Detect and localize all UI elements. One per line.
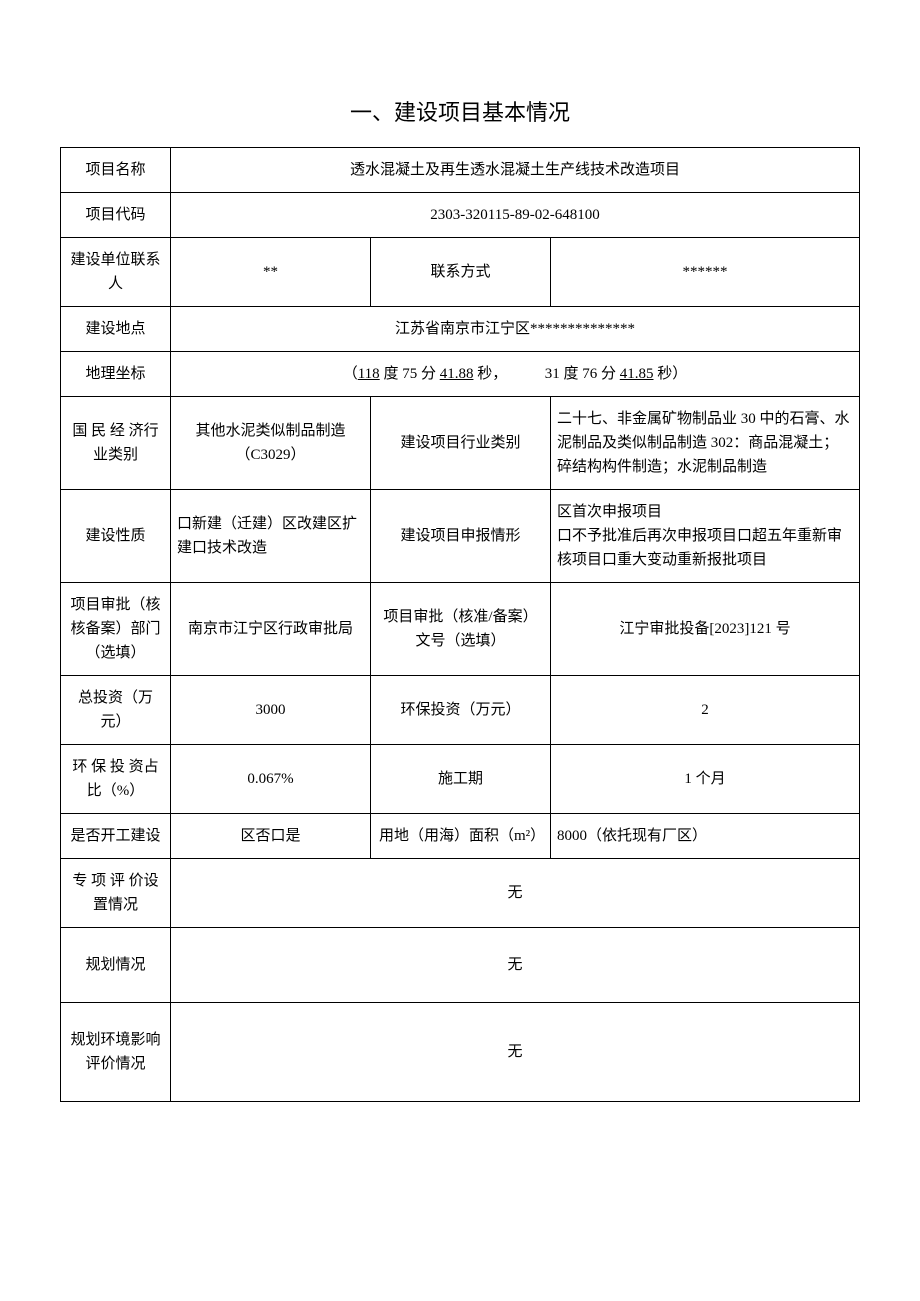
label-env-ratio: 环 保 投 资占比（%） (61, 744, 171, 813)
page-title: 一、建设项目基本情况 (60, 95, 860, 127)
value-approval-dept: 南京市江宁区行政审批局 (171, 582, 371, 675)
value-location: 江苏省南京市江宁区************** (171, 306, 860, 351)
value-econ-industry: 其他水泥类似制品制造（C3029） (171, 396, 371, 489)
label-total-invest: 总投资（万元） (61, 675, 171, 744)
label-project-code: 项目代码 (61, 192, 171, 237)
table-row: 规划环境影响评价情况 无 (61, 1002, 860, 1101)
table-row: 总投资（万元） 3000 环保投资（万元） 2 (61, 675, 860, 744)
table-row: 项目代码 2303-320115-89-02-648100 (61, 192, 860, 237)
value-construction-period: 1 个月 (551, 744, 860, 813)
table-row: 建设单位联系人 ** 联系方式 ****** (61, 237, 860, 306)
label-approval-no: 项目审批（核准/备案）文号（选填） (371, 582, 551, 675)
label-special-eval: 专 项 评 价设置情况 (61, 858, 171, 927)
label-geo: 地理坐标 (61, 351, 171, 396)
value-land-area: 8000（依托现有厂区） (551, 813, 860, 858)
value-geo: （118 度 75 分 41.88 秒， 31 度 76 分 41.85 秒） (171, 351, 860, 396)
label-started: 是否开工建设 (61, 813, 171, 858)
value-project-industry: 二十七、非金属矿物制品业 30 中的石膏、水泥制品及类似制品制造 302：商品混… (551, 396, 860, 489)
value-nature: 口新建（迁建）区改建区扩建口技术改造 (171, 489, 371, 582)
value-approval-no: 江宁审批投备[2023]121 号 (551, 582, 860, 675)
table-row: 规划情况 无 (61, 927, 860, 1002)
value-project-code: 2303-320115-89-02-648100 (171, 192, 860, 237)
label-declare: 建设项目申报情形 (371, 489, 551, 582)
geo-open: （ (343, 366, 358, 382)
value-planning: 无 (171, 927, 860, 1002)
geo-lon-deg: 118 (358, 366, 380, 382)
geo-lat-sec: 41.85 (620, 366, 654, 382)
table-row: 建设地点 江苏省南京市江宁区************** (61, 306, 860, 351)
value-contact-method: ****** (551, 237, 860, 306)
table-row: 项目审批（核核备案）部门（选填） 南京市江宁区行政审批局 项目审批（核准/备案）… (61, 582, 860, 675)
label-project-industry: 建设项目行业类别 (371, 396, 551, 489)
project-info-table: 项目名称 透水混凝土及再生透水混凝土生产线技术改造项目 项目代码 2303-32… (60, 147, 860, 1102)
geo-lat-close: 秒） (654, 366, 688, 382)
value-project-name: 透水混凝土及再生透水混凝土生产线技术改造项目 (171, 147, 860, 192)
label-nature: 建设性质 (61, 489, 171, 582)
geo-lon-sec: 41.88 (440, 366, 474, 382)
table-row: 国 民 经 济行业类别 其他水泥类似制品制造（C3029） 建设项目行业类别 二… (61, 396, 860, 489)
label-location: 建设地点 (61, 306, 171, 351)
table-row: 专 项 评 价设置情况 无 (61, 858, 860, 927)
label-land-area: 用地（用海）面积（m²） (371, 813, 551, 858)
value-env-invest: 2 (551, 675, 860, 744)
value-env-ratio: 0.067% (171, 744, 371, 813)
table-row: 建设性质 口新建（迁建）区改建区扩建口技术改造 建设项目申报情形 区首次申报项目… (61, 489, 860, 582)
value-contact-person: ** (171, 237, 371, 306)
table-row: 是否开工建设 区否口是 用地（用海）面积（m²） 8000（依托现有厂区） (61, 813, 860, 858)
label-construction-period: 施工期 (371, 744, 551, 813)
label-planning-env: 规划环境影响评价情况 (61, 1002, 171, 1101)
label-contact-method: 联系方式 (371, 237, 551, 306)
label-env-invest: 环保投资（万元） (371, 675, 551, 744)
geo-lon-mid: 度 75 分 (380, 366, 440, 382)
label-planning: 规划情况 (61, 927, 171, 1002)
label-econ-industry: 国 民 经 济行业类别 (61, 396, 171, 489)
table-row: 项目名称 透水混凝土及再生透水混凝土生产线技术改造项目 (61, 147, 860, 192)
table-row: 环 保 投 资占比（%） 0.067% 施工期 1 个月 (61, 744, 860, 813)
label-project-name: 项目名称 (61, 147, 171, 192)
label-contact-person: 建设单位联系人 (61, 237, 171, 306)
value-started: 区否口是 (171, 813, 371, 858)
geo-lon-close: 秒， (473, 366, 499, 382)
value-declare: 区首次申报项目 口不予批准后再次申报项目口超五年重新审核项目口重大变动重新报批项… (551, 489, 860, 582)
table-row: 地理坐标 （118 度 75 分 41.88 秒， 31 度 76 分 41.8… (61, 351, 860, 396)
geo-gap (500, 366, 545, 382)
value-special-eval: 无 (171, 858, 860, 927)
geo-lat-part1: 31 度 76 分 (545, 366, 620, 382)
value-planning-env: 无 (171, 1002, 860, 1101)
value-total-invest: 3000 (171, 675, 371, 744)
label-approval-dept: 项目审批（核核备案）部门（选填） (61, 582, 171, 675)
